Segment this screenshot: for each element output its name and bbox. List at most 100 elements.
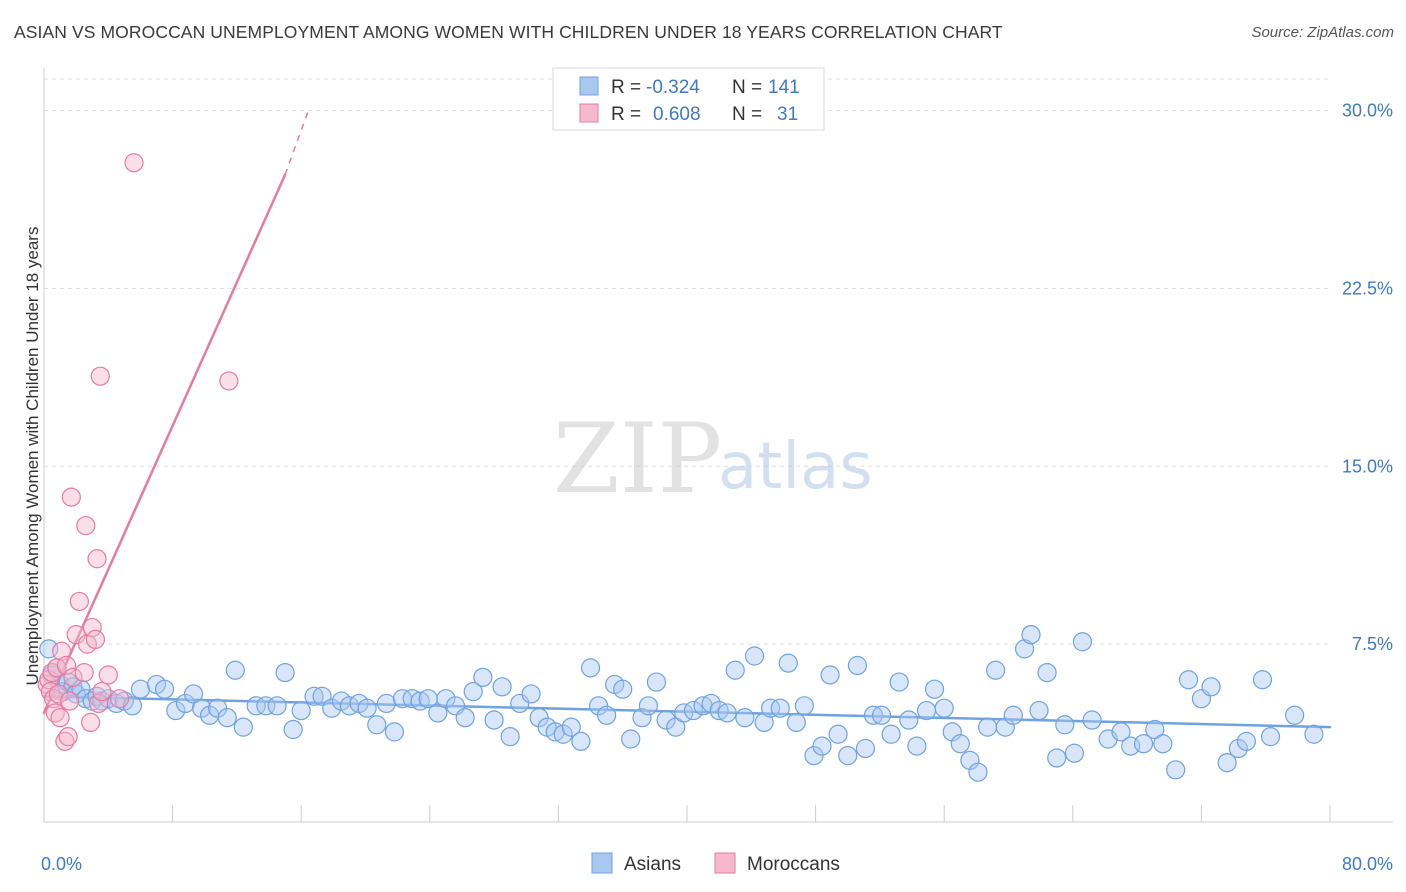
moroccans-r-value: 0.608 [653, 104, 701, 125]
moroccans-point-15 [63, 667, 83, 687]
asians-point-115 [1003, 705, 1023, 725]
asians-point-74 [646, 672, 667, 692]
asians-point-139 [1260, 727, 1281, 747]
asians-point-71 [621, 729, 641, 749]
asians-point-94 [820, 665, 840, 685]
stats-legend: R = -0.324 N = 141 R = 0.608 N = 31 [552, 67, 825, 131]
asians-point-31 [267, 696, 287, 716]
asians-point-55 [484, 710, 504, 730]
moroccans-point-31 [219, 371, 239, 391]
asians-point-100 [871, 705, 892, 725]
asians-r-value: -0.324 [646, 77, 700, 98]
asians-point-53 [463, 681, 483, 702]
asians-point-23 [191, 698, 212, 718]
asians-point-96 [838, 745, 858, 766]
asians-point-58 [510, 693, 530, 714]
asians-point-19 [154, 679, 175, 699]
moroccans-point-16 [66, 625, 86, 645]
asians-point-80 [701, 693, 721, 714]
asians-point-29 [246, 696, 266, 716]
asians-point-41 [357, 698, 377, 718]
moroccans-point-17 [69, 591, 89, 612]
moroccans-point-25 [89, 693, 109, 714]
source-credit: Source: ZipAtlas.com [1251, 24, 1394, 41]
asians-point-42 [367, 715, 387, 735]
asians-point-138 [1252, 670, 1273, 690]
moroccans-point-22 [82, 617, 102, 638]
asians-point-59 [521, 684, 541, 704]
y-tick-label-2: 22.5% [1342, 278, 1393, 298]
y-tick-label-0: 7.5% [1352, 634, 1393, 654]
asians-point-107 [934, 698, 954, 718]
asians-n-label: N = [732, 77, 762, 98]
chart-title: ASIAN VS MOROCCAN UNEMPLOYMENT AMONG WOM… [14, 22, 1003, 42]
asians-point-54 [473, 667, 493, 687]
moroccans-point-29 [90, 366, 110, 386]
asians-point-56 [492, 677, 512, 697]
legend-moroccans-swatch [714, 852, 736, 874]
asians-point-117 [1021, 625, 1041, 645]
legend-asians-swatch [591, 852, 613, 874]
gridlines [44, 78, 1330, 645]
asians-point-88 [770, 698, 790, 718]
asians-point-50 [436, 689, 456, 709]
asians-point-89 [778, 653, 798, 673]
asians-point-112 [978, 717, 998, 737]
asians-point-28 [233, 717, 253, 737]
moroccans-n-value: 31 [777, 104, 798, 125]
moroccans-point-26 [92, 681, 112, 702]
y-tick-label-3: 30.0% [1342, 101, 1393, 121]
asians-point-126 [1111, 722, 1131, 742]
asians-point-98 [855, 738, 876, 759]
asians-point-81 [709, 700, 729, 721]
asians-point-106 [924, 679, 945, 699]
moroccans-point-18 [74, 662, 94, 683]
legend-moroccans-label: Moroccans [747, 854, 840, 875]
asians-point-52 [455, 708, 475, 728]
asians-point-87 [760, 698, 781, 718]
asians-point-34 [291, 700, 311, 721]
asians-point-137 [1236, 731, 1257, 751]
asians-point-78 [683, 700, 704, 721]
tick-labels: 7.5% 15.0% 22.5% 30.0% 0.0% 80.0% [41, 101, 1393, 874]
legend-asians-label: Asians [624, 854, 681, 875]
moroccans-point-11 [56, 655, 77, 676]
moroccans-point-19 [76, 515, 96, 536]
asians-point-134 [1201, 677, 1221, 697]
asians-point-120 [1047, 748, 1067, 768]
moroccans-point-21 [81, 712, 101, 733]
asians-point-118 [1029, 700, 1049, 721]
moroccans-point-9 [52, 641, 72, 661]
asians-point-65 [571, 731, 591, 751]
asians-point-47 [410, 691, 430, 711]
asians-point-46 [402, 689, 422, 709]
asians-point-121 [1055, 715, 1075, 735]
asians-point-99 [863, 705, 884, 725]
watermark-atlas: atlas [718, 430, 873, 504]
moroccans-point-8 [50, 708, 70, 728]
asians-point-131 [1166, 760, 1186, 780]
y-axis-label: Unemployment Among Women with Children U… [23, 227, 42, 686]
asians-point-66 [580, 658, 601, 678]
asians-point-104 [907, 736, 927, 756]
asians-point-95 [828, 724, 848, 744]
moroccans-point-24 [87, 549, 107, 569]
moroccans-point-13 [60, 691, 80, 711]
asians-point-123 [1072, 632, 1093, 652]
y-tick-label-1: 15.0% [1342, 456, 1393, 476]
moroccans-point-23 [85, 629, 106, 650]
asians-point-33 [283, 719, 303, 740]
moroccans-point-12 [58, 727, 78, 747]
asians-point-57 [500, 727, 520, 747]
asians-point-91 [794, 696, 814, 716]
asians-point-113 [986, 660, 1006, 680]
asians-point-86 [754, 712, 774, 733]
asians-point-35 [304, 686, 324, 706]
asians-point-82 [717, 703, 737, 723]
asians-point-93 [812, 736, 832, 756]
x-tick-label-1: 80.0% [1342, 854, 1393, 874]
asians-point-75 [656, 710, 676, 730]
asians-point-72 [632, 708, 652, 728]
asians-point-26 [217, 708, 237, 728]
